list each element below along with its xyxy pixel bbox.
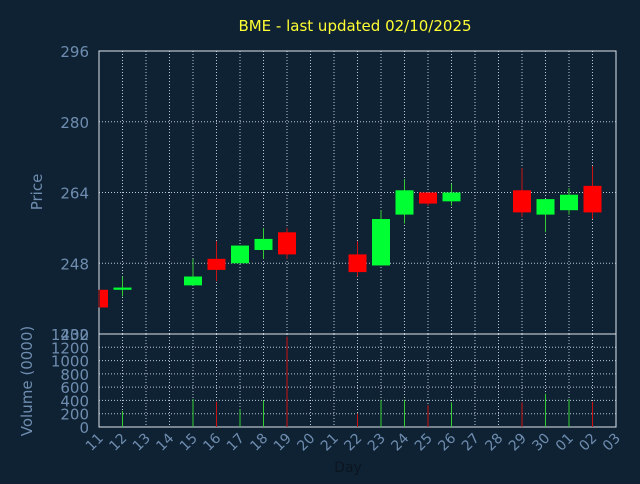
price-tick-label: 232 (60, 326, 89, 344)
volume-tick-label: 1400 (51, 326, 89, 344)
candle-body-down (513, 190, 531, 213)
volume-tick-label: 400 (60, 392, 89, 410)
candle-body-up (560, 194, 578, 211)
candle-body-up (442, 192, 461, 202)
candle-body-down (419, 192, 437, 204)
volume-tick-label: 200 (60, 406, 89, 424)
candle-body-down (583, 185, 602, 213)
price-axis-label: Price (28, 174, 46, 211)
candle-body-up (395, 190, 414, 215)
candle-body-up (254, 238, 273, 250)
volume-tick-label: 1200 (51, 339, 89, 357)
candle-body-down (207, 258, 226, 270)
candle-body-down (348, 254, 367, 273)
volume-tick-label: 0 (79, 419, 89, 437)
volume-tick-label: 1000 (51, 353, 89, 371)
volume-axis-label: Volume (0000) (18, 326, 36, 436)
x-axis-label: Day (334, 460, 362, 476)
candle-body-up (231, 245, 249, 264)
price-tick-label: 280 (60, 114, 89, 132)
volume-tick-label: 600 (60, 379, 89, 397)
price-panel: 232 248 264 280 296 (60, 43, 617, 344)
price-tick-label: 296 (60, 43, 89, 61)
price-tick-label: 248 (60, 255, 89, 273)
candle-body-up (536, 199, 555, 215)
x-tick-labels: 11 12 13 14 15 16 17 18 19 20 21 22 23 24 25 26 27 28 29 30… (83, 430, 624, 454)
chart-title: BME - last updated 02/10/2025 (238, 17, 471, 35)
candle-body-down (278, 232, 296, 255)
candle-body-up (184, 276, 202, 286)
candle-body-down (100, 289, 108, 308)
candle-body-up (372, 219, 390, 266)
candle-body-up (113, 287, 132, 290)
volume-tick-label: 800 (60, 366, 89, 384)
price-tick-label: 264 (60, 185, 89, 203)
